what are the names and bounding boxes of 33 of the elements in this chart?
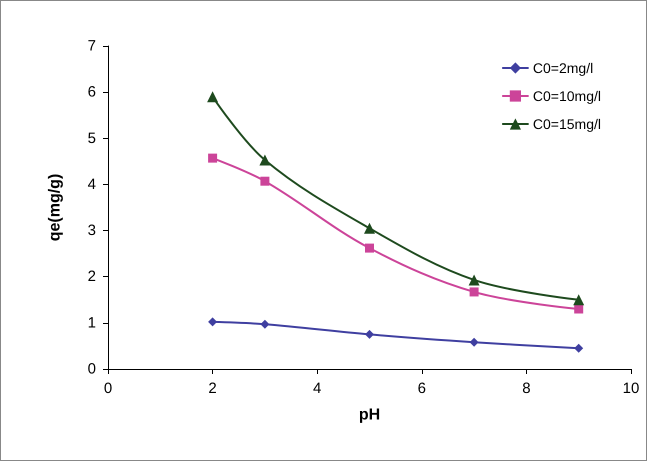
y-tick-label: 4 — [88, 176, 96, 193]
y-tick-label: 0 — [88, 360, 96, 378]
y-tick-label: 7 — [88, 38, 96, 54]
point — [468, 274, 480, 286]
point — [207, 91, 218, 102]
point — [470, 287, 479, 296]
x-tick-label: 2 — [208, 380, 217, 397]
y-tick-label: 6 — [88, 84, 96, 101]
x-tick-label: 4 — [313, 380, 322, 397]
point — [260, 176, 270, 186]
y-tick-label: 3 — [88, 222, 96, 240]
point — [365, 330, 374, 339]
point — [365, 244, 374, 253]
point — [470, 338, 479, 347]
x-tick-label: 6 — [418, 380, 426, 397]
point — [208, 154, 218, 163]
x-axis-title: pH — [358, 406, 380, 424]
y-tick-label: 5 — [88, 130, 96, 147]
legend-label: C0=2mg/l — [532, 60, 594, 76]
point — [574, 344, 584, 353]
y-tick-label: 1 — [88, 314, 96, 332]
point — [259, 154, 270, 166]
x-tick-label: 8 — [522, 380, 531, 397]
x-tick-label: 0 — [104, 380, 112, 397]
x-tick-label: 10 — [622, 380, 640, 397]
legend-label: C0=10mg/l — [532, 88, 601, 104]
point — [260, 320, 270, 329]
y-tick-label: 2 — [88, 268, 96, 286]
y-axis-title: qe(mg/g) — [46, 174, 64, 242]
legend-label: C0=15mg/l — [532, 116, 601, 132]
point — [364, 222, 375, 234]
point — [573, 294, 584, 306]
point — [208, 317, 218, 326]
